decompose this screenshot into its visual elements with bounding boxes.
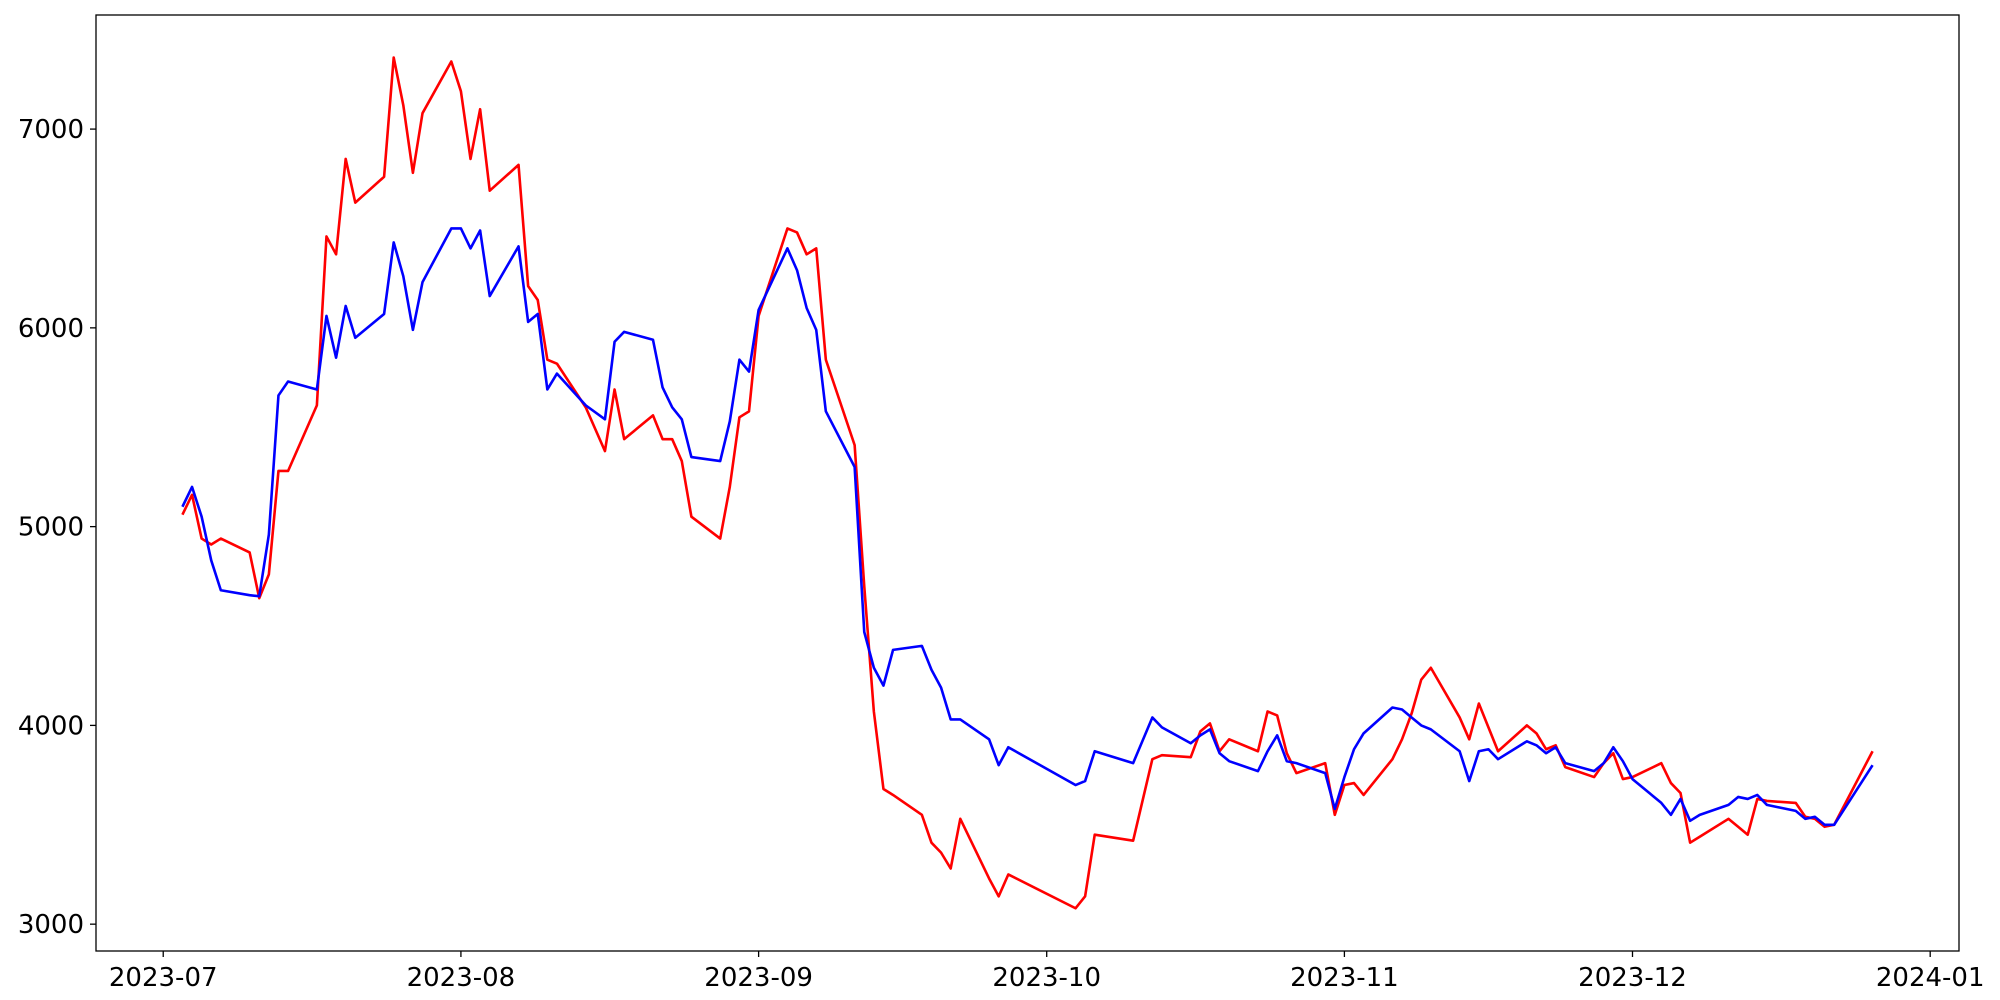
x-tick-label: 2023-08 xyxy=(407,963,516,993)
y-tick-label: 6000 xyxy=(18,314,84,344)
x-tick-label: 2023-07 xyxy=(109,963,218,993)
plot-frame xyxy=(95,14,1960,952)
y-tick-label: 5000 xyxy=(18,513,84,543)
x-tick-label: 2023-10 xyxy=(992,963,1101,993)
y-tick-label: 4000 xyxy=(18,711,84,741)
x-tick-label: 2023-09 xyxy=(704,963,813,993)
x-tick-label: 2024-01 xyxy=(1876,963,1985,993)
y-tick-label: 3000 xyxy=(18,910,84,940)
x-tick-label: 2023-12 xyxy=(1578,963,1687,993)
data-line xyxy=(181,227,1874,827)
y-tick-label: 7000 xyxy=(18,115,84,145)
x-tick-label: 2023-11 xyxy=(1290,963,1399,993)
data-line xyxy=(181,56,1874,910)
